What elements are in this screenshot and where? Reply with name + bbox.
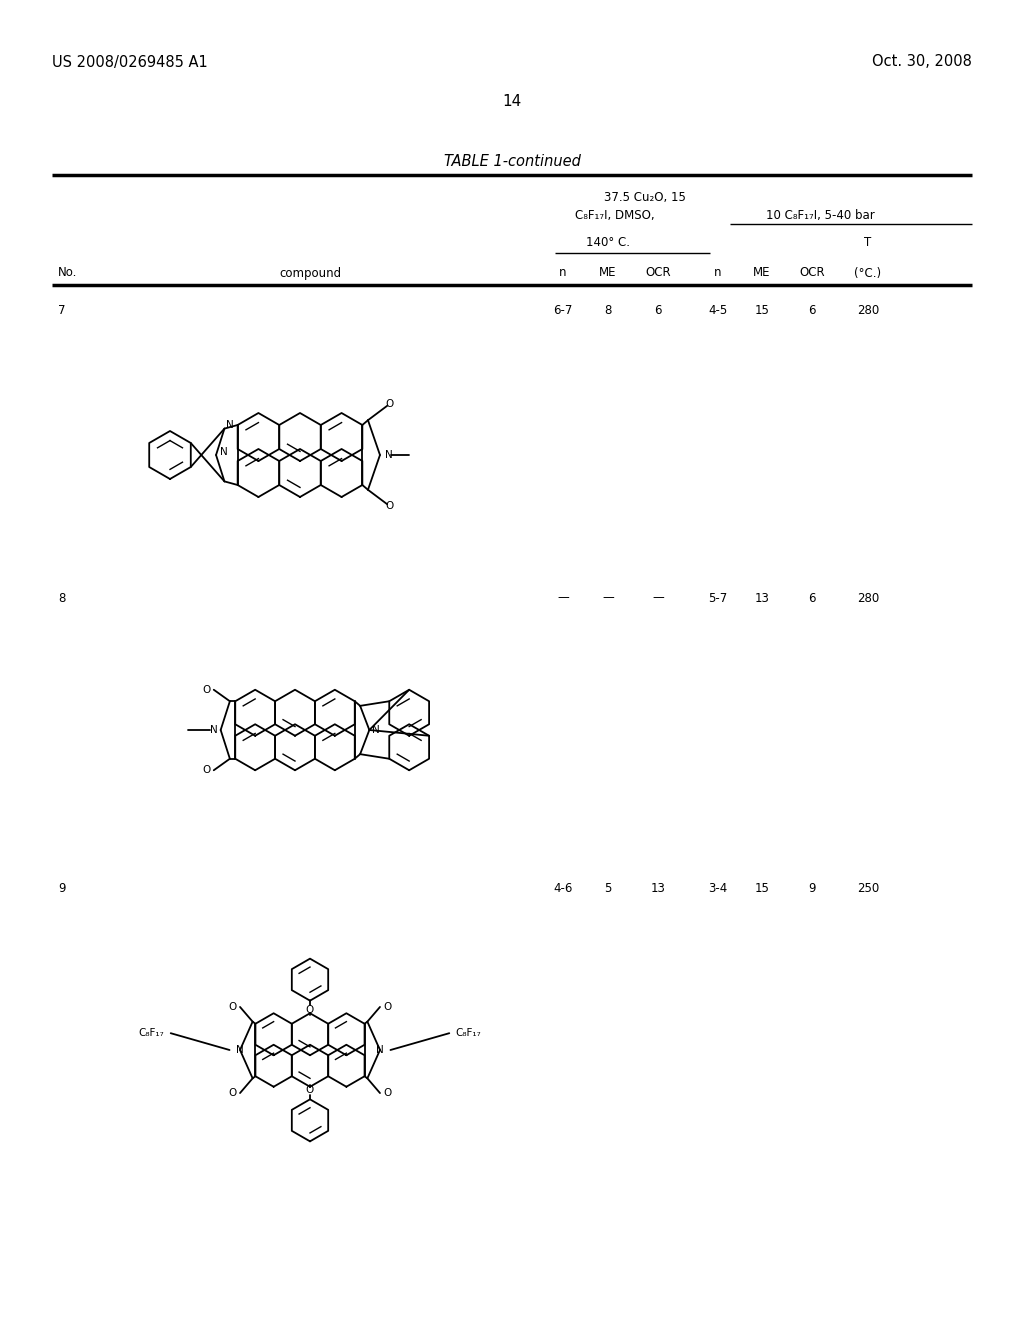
Text: 6: 6 <box>808 304 816 317</box>
Text: —: — <box>652 591 664 605</box>
Text: —: — <box>602 591 613 605</box>
Text: C₈F₁₇: C₈F₁₇ <box>456 1028 481 1039</box>
Text: O: O <box>383 1088 391 1098</box>
Text: 13: 13 <box>650 882 666 895</box>
Text: O: O <box>383 1002 391 1012</box>
Text: 280: 280 <box>857 304 880 317</box>
Text: 280: 280 <box>857 591 880 605</box>
Text: n: n <box>715 267 722 280</box>
Text: T: T <box>864 236 871 249</box>
Text: O: O <box>203 685 211 694</box>
Text: O: O <box>228 1088 237 1098</box>
Text: N: N <box>237 1045 244 1055</box>
Text: Oct. 30, 2008: Oct. 30, 2008 <box>872 54 972 70</box>
Text: C₈F₁₇: C₈F₁₇ <box>138 1028 165 1039</box>
Text: N: N <box>226 420 234 429</box>
Text: 5-7: 5-7 <box>709 591 728 605</box>
Text: 4-6: 4-6 <box>553 882 572 895</box>
Text: —: — <box>557 591 569 605</box>
Text: N: N <box>220 447 227 457</box>
Text: 6: 6 <box>808 591 816 605</box>
Text: O: O <box>385 502 393 511</box>
Text: O: O <box>306 1005 314 1015</box>
Text: 5: 5 <box>604 882 611 895</box>
Text: N: N <box>210 725 218 735</box>
Text: OCR: OCR <box>645 267 671 280</box>
Text: 4-5: 4-5 <box>709 304 728 317</box>
Text: TABLE 1-continued: TABLE 1-continued <box>443 154 581 169</box>
Text: N: N <box>385 450 393 459</box>
Text: ME: ME <box>754 267 771 280</box>
Text: n: n <box>559 267 566 280</box>
Text: N: N <box>373 725 380 735</box>
Text: 8: 8 <box>604 304 611 317</box>
Text: OCR: OCR <box>799 267 824 280</box>
Text: 13: 13 <box>755 591 769 605</box>
Text: 15: 15 <box>755 304 769 317</box>
Text: compound: compound <box>279 267 341 280</box>
Text: 9: 9 <box>808 882 816 895</box>
Text: 3-4: 3-4 <box>709 882 728 895</box>
Text: US 2008/0269485 A1: US 2008/0269485 A1 <box>52 54 208 70</box>
Text: 14: 14 <box>503 95 521 110</box>
Text: 10 C₈F₁₇I, 5-40 bar: 10 C₈F₁₇I, 5-40 bar <box>766 209 874 222</box>
Text: No.: No. <box>58 267 78 280</box>
Text: C₈F₁₇I, DMSO,: C₈F₁₇I, DMSO, <box>575 209 654 222</box>
Text: O: O <box>385 399 393 409</box>
Text: 6-7: 6-7 <box>553 304 572 317</box>
Text: 140° C.: 140° C. <box>586 236 630 249</box>
Text: 9: 9 <box>58 882 66 895</box>
Text: 15: 15 <box>755 882 769 895</box>
Text: 6: 6 <box>654 304 662 317</box>
Text: 7: 7 <box>58 304 66 317</box>
Text: 8: 8 <box>58 591 66 605</box>
Text: (°C.): (°C.) <box>854 267 882 280</box>
Text: N: N <box>376 1045 384 1055</box>
Text: 250: 250 <box>857 882 880 895</box>
Text: O: O <box>203 766 211 775</box>
Text: ME: ME <box>599 267 616 280</box>
Text: O: O <box>306 1085 314 1094</box>
Text: 37.5 Cu₂O, 15: 37.5 Cu₂O, 15 <box>604 191 686 205</box>
Text: O: O <box>228 1002 237 1012</box>
